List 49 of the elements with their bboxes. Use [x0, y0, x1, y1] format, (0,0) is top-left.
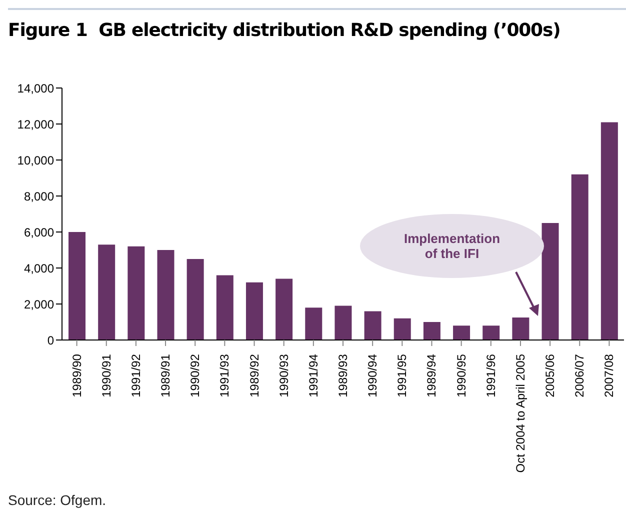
bar [423, 322, 440, 340]
y-tick-label: 4,000 [24, 261, 54, 276]
y-tick-label: 2,000 [24, 297, 54, 312]
bar [600, 122, 618, 340]
x-tick-label: 1990/95 [454, 354, 468, 398]
y-tick-label: 6,000 [24, 225, 54, 240]
x-tick-label: 1990/91 [99, 354, 114, 398]
x-tick-label: 2005/06 [543, 354, 558, 398]
bar [305, 308, 322, 340]
x-tick-label: 1991/93 [218, 354, 232, 398]
y-tick-label: 12,000 [17, 117, 54, 132]
callout-ellipse: Implementation of the IFI [360, 214, 544, 278]
x-tick-label: 1989/94 [424, 354, 439, 398]
y-tick-label: 14,000 [17, 81, 54, 96]
bar [512, 318, 530, 340]
x-tick-label: 1989/90 [70, 354, 84, 398]
x-tick-label: 2007/08 [602, 354, 616, 398]
bar [216, 275, 234, 340]
bar [68, 232, 86, 340]
x-tick-label: Oct 2004 to April 2005 [513, 354, 528, 473]
y-tick-label: 0 [47, 333, 54, 348]
y-tick-label: 8,000 [24, 189, 54, 204]
bar [453, 326, 470, 340]
chart-title: Figure 1 GB electricity distribution R&D spending (’000s) [8, 8, 626, 60]
bar [157, 250, 174, 340]
y-tick-label: 10,000 [17, 153, 54, 168]
x-tick-label: 2006/07 [572, 354, 587, 398]
x-tick-label: 1990/93 [276, 354, 291, 398]
bar [276, 278, 293, 340]
source-note: Source: Ofgem. [8, 492, 106, 508]
x-tick-label: 1991/92 [128, 354, 143, 398]
bar [571, 174, 588, 340]
x-tick-label: 1990/92 [188, 354, 202, 398]
bar [334, 306, 352, 340]
bar [98, 244, 116, 340]
x-tick-label: 1991/95 [395, 354, 410, 398]
bar [394, 318, 411, 340]
bar [128, 246, 145, 340]
bar [186, 259, 204, 340]
x-tick-label: 1991/96 [484, 354, 498, 398]
bar [542, 223, 559, 340]
x-tick-label: 1989/93 [336, 354, 350, 398]
x-tick-label: 1990/94 [366, 354, 380, 398]
bar [364, 311, 382, 340]
bar [246, 282, 263, 340]
x-tick-label: 1991/94 [306, 354, 320, 398]
bar [482, 326, 500, 340]
x-tick-label: 1989/91 [158, 354, 173, 398]
x-tick-label: 1989/92 [247, 354, 262, 398]
